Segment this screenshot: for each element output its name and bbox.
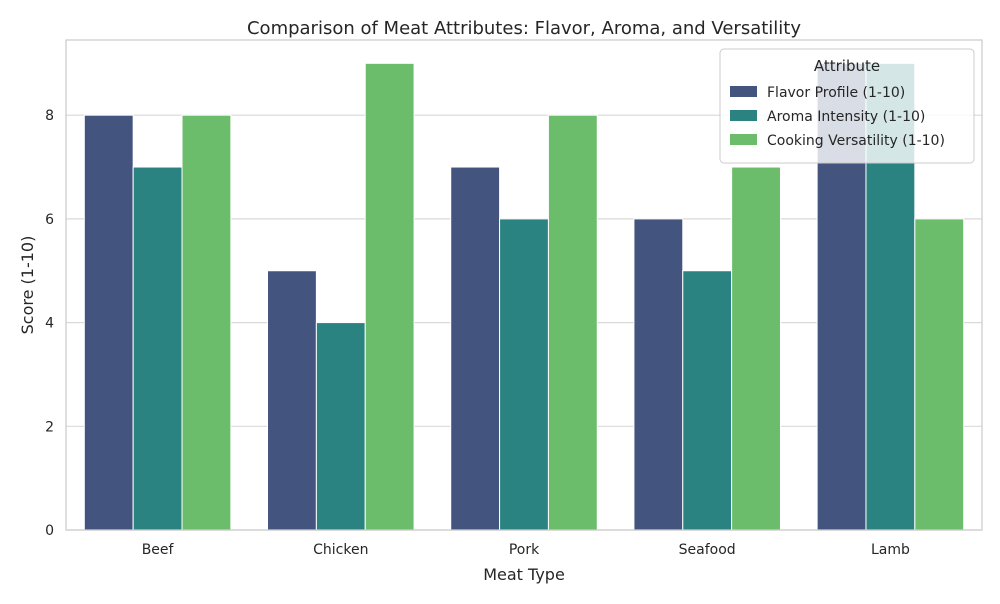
x-tick-label: Chicken <box>313 542 368 558</box>
legend-label: Flavor Profile (1-10) <box>767 85 905 101</box>
y-tick-label: 8 <box>45 108 54 124</box>
bar <box>364 62 415 531</box>
bar <box>499 218 549 531</box>
legend-label: Cooking Versatility (1-10) <box>767 133 945 149</box>
legend-swatch <box>730 134 757 145</box>
y-axis-label: Score (1-10) <box>18 236 37 335</box>
x-tick-label: Beef <box>142 542 175 558</box>
bar <box>682 270 733 531</box>
bars <box>83 62 965 531</box>
legend: Attribute Flavor Profile (1-10) Aroma Inte… <box>719 48 975 164</box>
x-axis-ticks: Beef Chicken Pork Seafood Lamb <box>142 542 910 558</box>
y-tick-label: 0 <box>45 523 54 539</box>
y-tick-label: 6 <box>45 212 54 228</box>
bar <box>267 270 317 531</box>
chart-title: Comparison of Meat Attributes: Flavor, A… <box>247 18 801 39</box>
bar <box>181 114 232 531</box>
x-axis-label: Meat Type <box>483 565 565 584</box>
legend-title: Attribute <box>814 57 880 75</box>
y-tick-label: 4 <box>45 316 54 332</box>
plot-frame <box>65 39 983 531</box>
bar <box>914 218 965 531</box>
bar <box>633 218 684 531</box>
bar <box>315 322 366 531</box>
x-tick-label: Pork <box>509 542 540 558</box>
bar <box>450 166 501 531</box>
legend-swatch <box>730 86 757 97</box>
y-tick-label: 2 <box>45 419 54 435</box>
legend-box <box>719 48 975 164</box>
x-tick-label: Seafood <box>679 542 736 558</box>
y-axis-ticks: 0 2 4 6 8 <box>45 108 54 539</box>
legend-swatch <box>730 110 757 121</box>
bar <box>83 114 134 531</box>
bar <box>731 166 781 531</box>
legend-label: Aroma Intensity (1-10) <box>767 109 925 125</box>
bar <box>132 166 183 531</box>
x-tick-label: Lamb <box>871 542 910 558</box>
bar <box>547 114 598 531</box>
